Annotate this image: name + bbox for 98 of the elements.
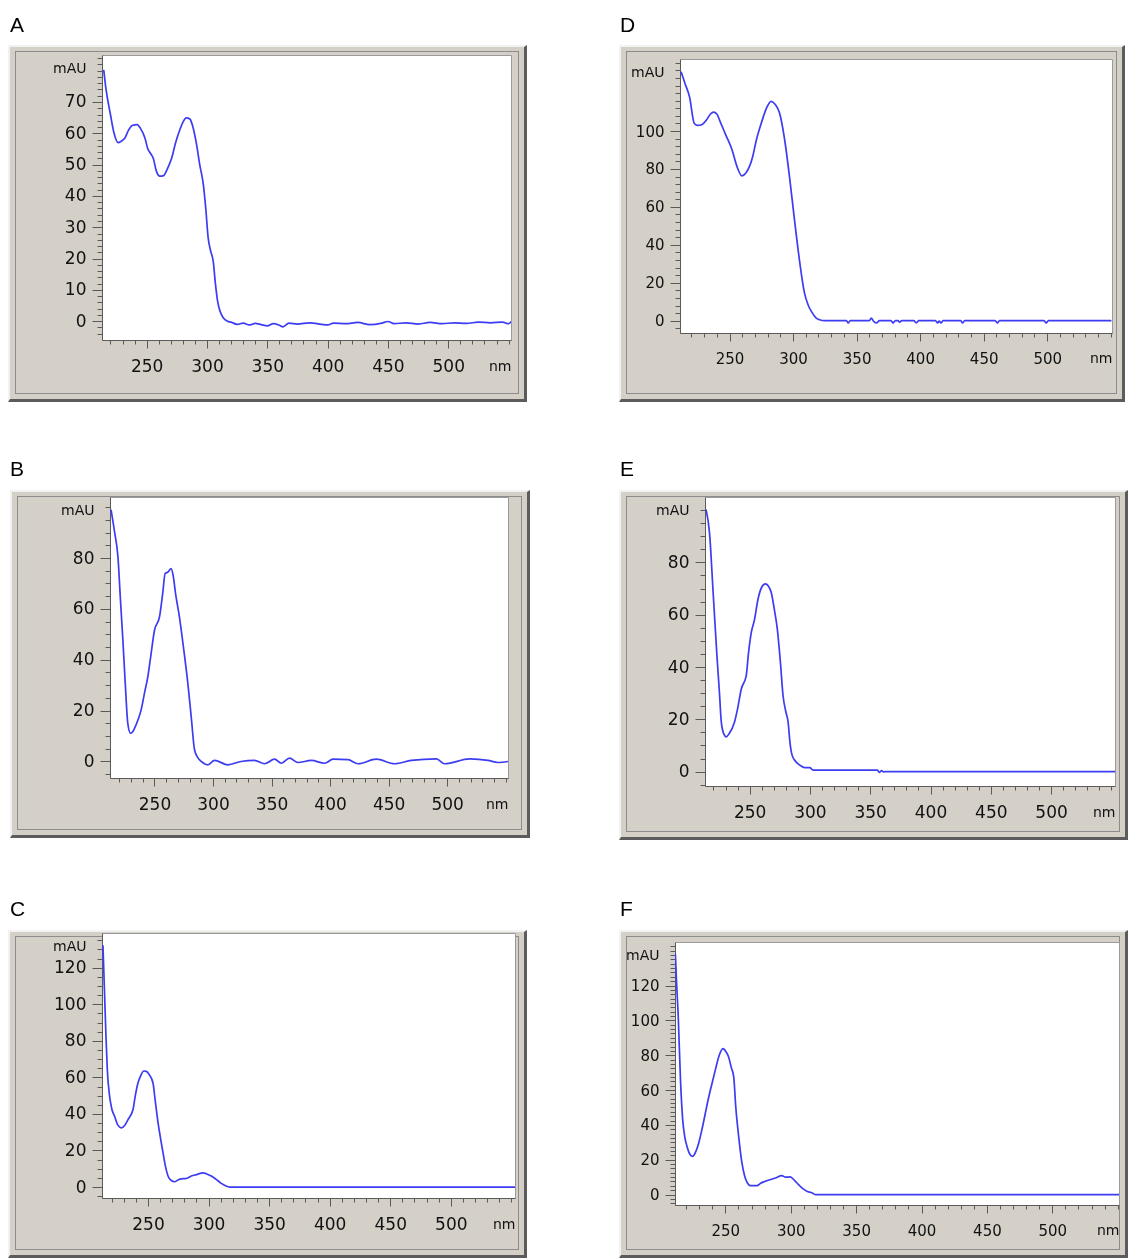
x-tick-label: 500 xyxy=(435,1213,468,1234)
y-tick-label: 10 xyxy=(64,279,87,300)
y-tick-label: 40 xyxy=(640,1116,660,1135)
x-tick-label: 300 xyxy=(794,801,827,822)
y-axis-title: mAU xyxy=(53,59,87,76)
chart-title: F xyxy=(620,897,633,920)
x-tick-label: 350 xyxy=(842,349,872,368)
x-tick-label: 350 xyxy=(251,355,285,376)
x-tick-label: 400 xyxy=(914,801,948,822)
x-axis-title: nm xyxy=(1092,804,1116,820)
y-axis-title: mAU xyxy=(61,501,95,518)
y-tick-label: 20 xyxy=(667,708,690,729)
x-tick-label: 300 xyxy=(776,1221,806,1240)
chart-title: B xyxy=(10,457,25,480)
line-series xyxy=(110,509,508,766)
y-tick-label: 80 xyxy=(64,1030,87,1051)
y-tick-label: 60 xyxy=(667,604,690,625)
y-tick-label: 40 xyxy=(645,236,665,255)
x-axis-title: nm xyxy=(488,358,512,374)
y-tick-label: 50 xyxy=(64,154,87,175)
y-axis-title: mAU xyxy=(656,501,690,518)
chart-title: C xyxy=(10,897,26,920)
x-tick-label: 450 xyxy=(372,793,406,814)
y-tick-label: 120 xyxy=(54,957,87,978)
y-tick-label: 100 xyxy=(630,1011,660,1030)
x-tick-label: 400 xyxy=(907,1221,937,1240)
y-tick-label: 60 xyxy=(72,598,95,619)
x-tick-label: 500 xyxy=(1038,1221,1068,1240)
y-tick-label: 80 xyxy=(640,1046,660,1065)
line-series xyxy=(680,71,1112,324)
x-tick-label: 500 xyxy=(432,355,465,376)
y-tick-label: 60 xyxy=(64,122,87,143)
x-tick-label: 400 xyxy=(313,1213,347,1234)
x-tick-label: 250 xyxy=(130,355,164,376)
x-tick-label: 250 xyxy=(132,1213,165,1234)
x-axis-title: nm xyxy=(492,1216,516,1232)
line-series xyxy=(705,509,1115,774)
y-tick-label: 120 xyxy=(630,977,660,996)
x-tick-label: 500 xyxy=(1033,349,1063,368)
y-axis-title: mAU xyxy=(53,937,87,954)
y-tick-label: 80 xyxy=(667,551,690,572)
x-tick-label: 250 xyxy=(138,793,172,814)
y-tick-label: 100 xyxy=(54,993,87,1014)
x-tick-label: 400 xyxy=(906,349,935,368)
y-tick-label: 100 xyxy=(635,122,665,141)
x-tick-label: 300 xyxy=(191,355,224,376)
y-tick-label: 80 xyxy=(72,547,95,568)
line-series xyxy=(102,944,515,1188)
line-series xyxy=(675,953,1119,1196)
y-tick-label: 80 xyxy=(645,160,665,179)
x-tick-label: 500 xyxy=(431,793,464,814)
y-tick-label: 0 xyxy=(649,1186,660,1205)
x-axis-title: nm xyxy=(485,796,509,812)
chart-title: D xyxy=(620,13,636,36)
x-tick-label: 300 xyxy=(192,1213,226,1234)
x-tick-label: 350 xyxy=(253,1213,286,1234)
x-tick-label: 500 xyxy=(1035,801,1068,822)
y-tick-label: 0 xyxy=(678,761,690,782)
y-tick-label: 40 xyxy=(64,185,87,206)
line-series xyxy=(102,69,511,328)
y-tick-label: 20 xyxy=(64,248,87,269)
x-tick-label: 450 xyxy=(975,801,1008,822)
y-tick-label: 20 xyxy=(64,1139,87,1160)
y-tick-label: 70 xyxy=(64,91,87,112)
x-tick-label: 400 xyxy=(314,793,347,814)
y-tick-label: 20 xyxy=(72,700,95,721)
y-tick-label: 20 xyxy=(645,274,665,293)
x-tick-label: 300 xyxy=(197,793,230,814)
y-tick-label: 0 xyxy=(654,312,665,331)
x-tick-label: 250 xyxy=(711,1221,741,1240)
y-tick-label: 40 xyxy=(72,649,95,670)
x-tick-label: 450 xyxy=(973,1221,1002,1240)
x-axis-title: nm xyxy=(1096,1222,1120,1238)
y-axis-title: mAU xyxy=(626,946,660,963)
x-tick-label: 450 xyxy=(374,1213,407,1234)
y-tick-label: 60 xyxy=(64,1066,87,1087)
y-axis-title: mAU xyxy=(631,63,665,80)
chart-title: E xyxy=(620,457,635,480)
y-tick-label: 0 xyxy=(83,750,95,771)
y-tick-label: 60 xyxy=(645,198,665,217)
y-tick-label: 30 xyxy=(64,216,87,237)
chart-title: A xyxy=(10,13,25,36)
y-tick-label: 0 xyxy=(75,310,87,331)
x-tick-label: 300 xyxy=(779,349,808,368)
x-tick-label: 450 xyxy=(372,355,405,376)
y-tick-label: 0 xyxy=(75,1176,87,1197)
x-tick-label: 400 xyxy=(311,355,345,376)
x-tick-label: 250 xyxy=(733,801,767,822)
y-tick-label: 40 xyxy=(667,656,690,677)
x-axis-title: nm xyxy=(1089,350,1113,366)
x-tick-label: 450 xyxy=(969,349,999,368)
y-tick-label: 40 xyxy=(64,1103,87,1124)
x-tick-label: 350 xyxy=(255,793,289,814)
x-tick-label: 350 xyxy=(842,1221,871,1240)
x-tick-label: 350 xyxy=(854,801,887,822)
y-tick-label: 20 xyxy=(640,1151,660,1170)
x-tick-label: 250 xyxy=(715,349,745,368)
y-tick-label: 60 xyxy=(640,1081,660,1100)
